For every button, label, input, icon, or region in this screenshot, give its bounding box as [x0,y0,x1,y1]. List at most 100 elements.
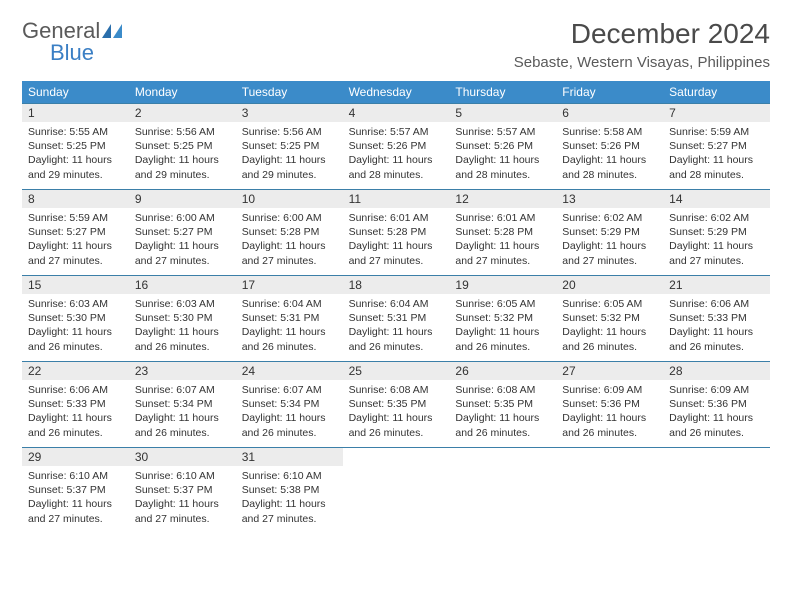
sunset-line: Sunset: 5:38 PM [242,483,337,497]
day-number [449,448,556,452]
empty-cell [556,447,663,533]
day-body: Sunrise: 6:04 AMSunset: 5:31 PMDaylight:… [343,294,450,354]
sunrise-line: Sunrise: 6:07 AM [242,383,337,397]
sunrise-line: Sunrise: 5:55 AM [28,125,123,139]
daylight-line: Daylight: 11 hours and 26 minutes. [28,325,123,353]
day-number: 23 [129,362,236,380]
day-body: Sunrise: 6:07 AMSunset: 5:34 PMDaylight:… [236,380,343,440]
day-number: 2 [129,104,236,122]
day-body: Sunrise: 5:55 AMSunset: 5:25 PMDaylight:… [22,122,129,182]
daylight-line: Daylight: 11 hours and 28 minutes. [669,153,764,181]
day-body: Sunrise: 5:59 AMSunset: 5:27 PMDaylight:… [22,208,129,268]
sunrise-line: Sunrise: 5:57 AM [455,125,550,139]
day-body: Sunrise: 6:08 AMSunset: 5:35 PMDaylight:… [449,380,556,440]
sunrise-line: Sunrise: 6:08 AM [349,383,444,397]
day-number: 25 [343,362,450,380]
daylight-line: Daylight: 11 hours and 27 minutes. [562,239,657,267]
day-cell: 8Sunrise: 5:59 AMSunset: 5:27 PMDaylight… [22,189,129,275]
day-number [556,448,663,452]
sunset-line: Sunset: 5:28 PM [349,225,444,239]
weekday-header: Sunday [22,81,129,103]
daylight-line: Daylight: 11 hours and 26 minutes. [669,411,764,439]
sunset-line: Sunset: 5:36 PM [562,397,657,411]
day-number: 26 [449,362,556,380]
sunset-line: Sunset: 5:33 PM [28,397,123,411]
day-body: Sunrise: 6:02 AMSunset: 5:29 PMDaylight:… [556,208,663,268]
sunset-line: Sunset: 5:31 PM [349,311,444,325]
day-number: 12 [449,190,556,208]
empty-cell [449,447,556,533]
daylight-line: Daylight: 11 hours and 26 minutes. [135,411,230,439]
month-title: December 2024 [514,18,770,50]
sunset-line: Sunset: 5:37 PM [135,483,230,497]
day-number: 1 [22,104,129,122]
day-number [663,448,770,452]
day-number: 20 [556,276,663,294]
day-body: Sunrise: 6:04 AMSunset: 5:31 PMDaylight:… [236,294,343,354]
day-cell: 6Sunrise: 5:58 AMSunset: 5:26 PMDaylight… [556,103,663,189]
day-body: Sunrise: 6:06 AMSunset: 5:33 PMDaylight:… [663,294,770,354]
daylight-line: Daylight: 11 hours and 27 minutes. [28,497,123,525]
daylight-line: Daylight: 11 hours and 26 minutes. [455,325,550,353]
weekday-header: Monday [129,81,236,103]
day-cell: 4Sunrise: 5:57 AMSunset: 5:26 PMDaylight… [343,103,450,189]
sunrise-line: Sunrise: 6:05 AM [455,297,550,311]
day-body: Sunrise: 5:56 AMSunset: 5:25 PMDaylight:… [236,122,343,182]
day-cell: 29Sunrise: 6:10 AMSunset: 5:37 PMDayligh… [22,447,129,533]
day-number: 24 [236,362,343,380]
daylight-line: Daylight: 11 hours and 27 minutes. [349,239,444,267]
day-body: Sunrise: 6:02 AMSunset: 5:29 PMDaylight:… [663,208,770,268]
sunset-line: Sunset: 5:28 PM [455,225,550,239]
day-cell: 20Sunrise: 6:05 AMSunset: 5:32 PMDayligh… [556,275,663,361]
day-number: 16 [129,276,236,294]
day-cell: 18Sunrise: 6:04 AMSunset: 5:31 PMDayligh… [343,275,450,361]
day-number: 9 [129,190,236,208]
day-cell: 17Sunrise: 6:04 AMSunset: 5:31 PMDayligh… [236,275,343,361]
sunset-line: Sunset: 5:27 PM [135,225,230,239]
sunset-line: Sunset: 5:32 PM [455,311,550,325]
daylight-line: Daylight: 11 hours and 26 minutes. [455,411,550,439]
sunset-line: Sunset: 5:29 PM [669,225,764,239]
empty-cell [663,447,770,533]
day-body: Sunrise: 6:08 AMSunset: 5:35 PMDaylight:… [343,380,450,440]
sunset-line: Sunset: 5:25 PM [135,139,230,153]
sunrise-line: Sunrise: 6:01 AM [455,211,550,225]
day-number: 14 [663,190,770,208]
location: Sebaste, Western Visayas, Philippines [514,54,770,71]
day-number: 22 [22,362,129,380]
sunrise-line: Sunrise: 6:02 AM [562,211,657,225]
day-number: 4 [343,104,450,122]
sunset-line: Sunset: 5:37 PM [28,483,123,497]
day-cell: 28Sunrise: 6:09 AMSunset: 5:36 PMDayligh… [663,361,770,447]
day-body: Sunrise: 6:10 AMSunset: 5:37 PMDaylight:… [22,466,129,526]
sunset-line: Sunset: 5:34 PM [135,397,230,411]
day-cell: 12 Sunrise: 6:01 AMSunset: 5:28 PMDayligh… [449,189,556,275]
day-number: 29 [22,448,129,466]
day-cell: 10Sunrise: 6:00 AMSunset: 5:28 PMDayligh… [236,189,343,275]
logo: General Blue [22,18,122,66]
day-cell: 7Sunrise: 5:59 AMSunset: 5:27 PMDaylight… [663,103,770,189]
sunrise-line: Sunrise: 5:57 AM [349,125,444,139]
logo-blue: Blue [50,40,122,66]
day-number: 10 [236,190,343,208]
daylight-line: Daylight: 11 hours and 27 minutes. [669,239,764,267]
daylight-line: Daylight: 11 hours and 27 minutes. [455,239,550,267]
day-cell: 11Sunrise: 6:01 AMSunset: 5:28 PMDayligh… [343,189,450,275]
sunrise-line: Sunrise: 6:02 AM [669,211,764,225]
daylight-line: Daylight: 11 hours and 26 minutes. [562,325,657,353]
logo-sail-icon [102,24,122,38]
sunset-line: Sunset: 5:34 PM [242,397,337,411]
sunrise-line: Sunrise: 6:03 AM [28,297,123,311]
sunrise-line: Sunrise: 5:59 AM [28,211,123,225]
day-number: 28 [663,362,770,380]
day-cell: 26Sunrise: 6:08 AMSunset: 5:35 PMDayligh… [449,361,556,447]
daylight-line: Daylight: 11 hours and 27 minutes. [135,239,230,267]
day-number: 30 [129,448,236,466]
day-cell: 1Sunrise: 5:55 AMSunset: 5:25 PMDaylight… [22,103,129,189]
day-cell: 25Sunrise: 6:08 AMSunset: 5:35 PMDayligh… [343,361,450,447]
sunset-line: Sunset: 5:35 PM [455,397,550,411]
day-body: Sunrise: 6:06 AMSunset: 5:33 PMDaylight:… [22,380,129,440]
day-body: Sunrise: 6:03 AMSunset: 5:30 PMDaylight:… [129,294,236,354]
sunset-line: Sunset: 5:30 PM [135,311,230,325]
daylight-line: Daylight: 11 hours and 28 minutes. [562,153,657,181]
